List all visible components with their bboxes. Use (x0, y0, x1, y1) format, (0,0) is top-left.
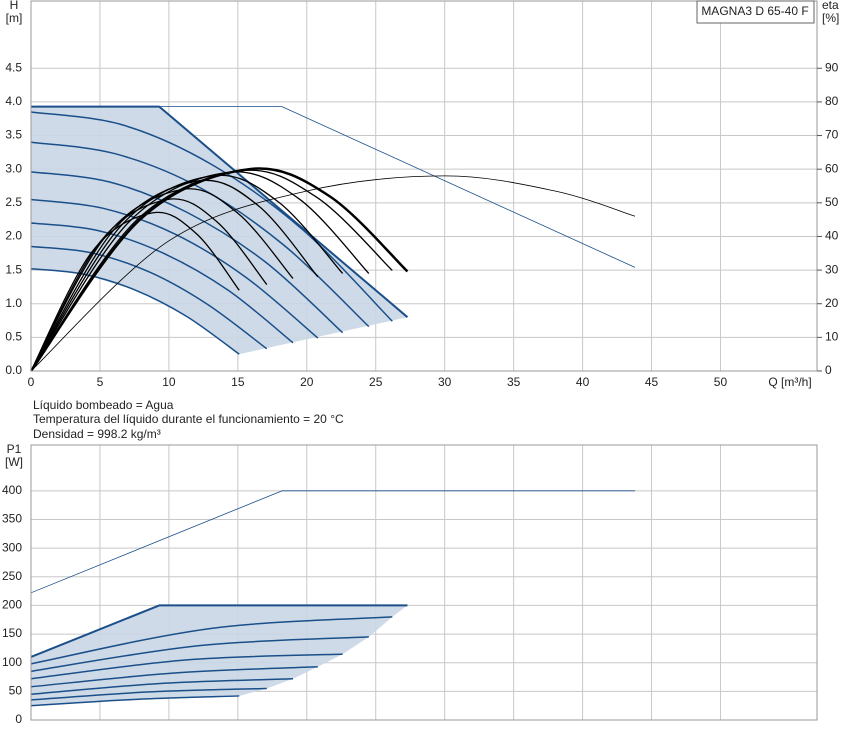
y-tick-label: 4.0 (5, 94, 22, 108)
y2-tick-label: 20 (825, 296, 839, 310)
note: Densidad = 998.2 kg/m³ (33, 427, 161, 441)
y2-tick-label: 0 (825, 363, 832, 377)
x-tick-label: 5 (97, 375, 104, 389)
y-axis-label: [m] (6, 11, 23, 25)
y-tick-label: 350 (2, 512, 22, 526)
y2-axis-label: eta (822, 0, 839, 12)
model-box (696, 0, 815, 24)
y-tick-label: 400 (2, 483, 22, 497)
note: Temperatura del líquido durante el funci… (33, 412, 344, 426)
x-tick-label: 20 (300, 375, 314, 389)
x-tick-label: 0 (28, 375, 35, 389)
curve (30, 175, 636, 372)
x-tick-label: 10 (162, 375, 176, 389)
y-tick-label: 0 (15, 712, 22, 726)
y2-axis-label: [%] (822, 11, 839, 25)
y2-tick-label: 40 (825, 229, 839, 243)
curve (30, 695, 240, 707)
y-tick-label: 300 (2, 540, 22, 554)
x-tick-label: 25 (369, 375, 383, 389)
y-tick-label: 3.5 (5, 128, 22, 142)
y2-tick-label: 60 (825, 161, 839, 175)
x-tick-label: 15 (231, 375, 245, 389)
y-tick-label: 1.0 (5, 296, 22, 310)
note: Líquido bombeado = Agua (33, 398, 174, 412)
x-axis-label: Q [m³/h] (768, 375, 811, 389)
curve (31, 105, 409, 318)
plot-border (30, 444, 818, 721)
curve (30, 490, 635, 594)
y-tick-label: 150 (2, 626, 22, 640)
curve (30, 687, 267, 701)
y2-tick-label: 30 (825, 262, 839, 276)
curve (30, 267, 240, 355)
y2-tick-label: 80 (825, 94, 839, 108)
curve (30, 171, 370, 372)
y-axis-label: [W] (5, 455, 23, 469)
model-label: MAGNA3 D 65-40 F (701, 4, 808, 18)
y-tick-label: 2.0 (5, 229, 22, 243)
curve (30, 171, 344, 334)
curve (29, 167, 409, 372)
y-axis-label: P1 (7, 442, 22, 456)
x-tick-label: 35 (507, 375, 521, 389)
curve (30, 665, 318, 688)
y-tick-label: 2.5 (5, 195, 22, 209)
curve (30, 198, 319, 339)
y-tick-label: 250 (2, 569, 22, 583)
curve (30, 678, 294, 695)
curve (30, 653, 343, 680)
curve (30, 636, 369, 673)
x-tick-label: 50 (714, 375, 728, 389)
y-tick-label: 4.5 (5, 60, 22, 74)
curve (30, 616, 393, 665)
y2-tick-label: 70 (825, 128, 839, 142)
curve (30, 222, 294, 344)
curve (30, 111, 393, 322)
y-tick-label: 3.0 (5, 161, 22, 175)
curve (30, 604, 408, 658)
y-tick-label: 50 (9, 684, 23, 698)
x-tick-label: 45 (645, 375, 659, 389)
x-tick-label: 30 (438, 375, 452, 389)
y2-tick-label: 50 (825, 195, 839, 209)
curve (30, 198, 268, 372)
operating-area (31, 605, 408, 706)
curve (30, 179, 319, 372)
curve (30, 188, 294, 372)
y2-tick-label: 90 (825, 60, 839, 74)
y-tick-label: 100 (2, 655, 22, 669)
y-tick-label: 200 (2, 598, 22, 612)
plot-border (30, 0, 818, 372)
y-tick-label: 1.5 (5, 262, 22, 276)
y-tick-label: 0.5 (5, 330, 22, 344)
x-tick-label: 40 (576, 375, 590, 389)
y-axis-label: H (10, 0, 19, 12)
y-tick-label: 0.0 (5, 363, 22, 377)
y2-tick-label: 10 (825, 330, 839, 344)
curve (30, 245, 268, 350)
